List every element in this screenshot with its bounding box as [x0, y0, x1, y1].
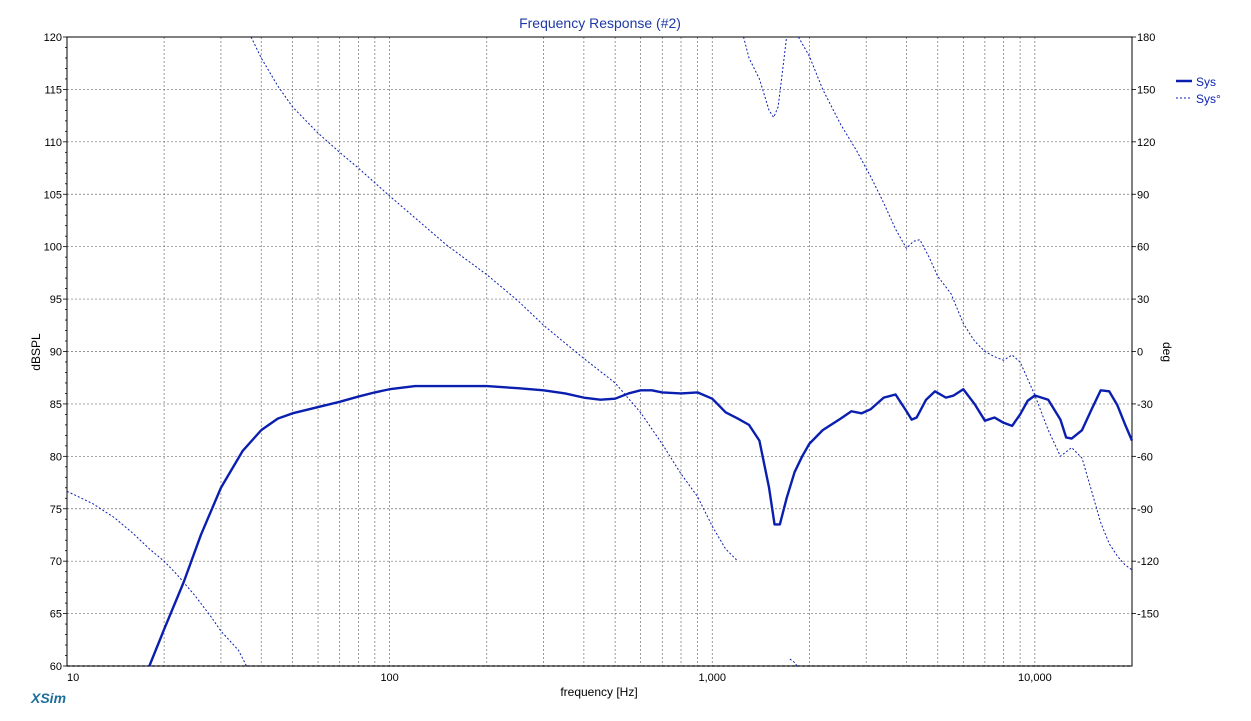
grid: [63, 36, 1136, 667]
y-tick-label: 80: [50, 451, 62, 463]
y2-tick-label: -30: [1137, 399, 1153, 411]
series-line-sys-phase: [250, 36, 739, 562]
y-tick-label: 115: [44, 84, 62, 96]
x-tick-label: 10,000: [1018, 672, 1052, 684]
chart-title: Frequency Response (#2): [519, 15, 681, 31]
y-tick-label: 70: [50, 556, 62, 568]
y-tick-label: 85: [50, 399, 62, 411]
y2-tick-label: 150: [1137, 84, 1155, 96]
y-tick-label: 75: [50, 504, 62, 516]
series-line-sys-phase: [798, 36, 1133, 571]
y-axis-label: dBSPL: [29, 333, 43, 371]
y2-tick-label: 90: [1137, 189, 1149, 201]
x-axis-label: frequency [Hz]: [560, 685, 637, 699]
y2-tick-label: -60: [1137, 451, 1153, 463]
legend-label-sys-phase: Sys°: [1196, 92, 1221, 106]
x-tick-label: 10: [67, 672, 79, 684]
y2-tick-label: 120: [1137, 137, 1155, 149]
y2-tick-label: 30: [1137, 294, 1149, 306]
y-tick-label: 95: [50, 294, 62, 306]
plot-frame: [66, 36, 1133, 667]
y2-tick-label: -90: [1137, 504, 1153, 516]
y2-tick-label: -150: [1137, 609, 1159, 621]
y2-tick-label: 60: [1137, 242, 1149, 254]
y-tick-label: 65: [50, 609, 62, 621]
series-line-sys-phase: [66, 490, 247, 667]
legend-label-sys: Sys: [1196, 75, 1216, 89]
y-tick-label: 100: [44, 242, 62, 254]
series-line-sys-phase: [743, 36, 788, 118]
series-line-sys: [148, 384, 1134, 667]
y2-tick-label: 180: [1137, 32, 1155, 44]
y-tick-label: 110: [44, 137, 62, 149]
y-tick-label: 105: [44, 189, 62, 201]
legend: Sys Sys°: [1176, 75, 1221, 106]
y-tick-label: 90: [50, 347, 62, 359]
x-tick-label: 100: [380, 672, 398, 684]
x-tick-label: 1,000: [698, 672, 726, 684]
xsim-logo: XSim: [30, 690, 66, 706]
y2-tick-label: -120: [1137, 556, 1159, 568]
y-tick-label: 60: [50, 661, 62, 673]
tick-labels: 1201151101051009590858075706560180150120…: [44, 32, 1159, 684]
y2-axis-label: deg: [1160, 342, 1174, 362]
series-layer: [66, 36, 1134, 667]
y-tick-label: 120: [44, 32, 62, 44]
series-line-sys-phase: [789, 658, 798, 667]
y2-tick-label: 0: [1137, 347, 1143, 359]
